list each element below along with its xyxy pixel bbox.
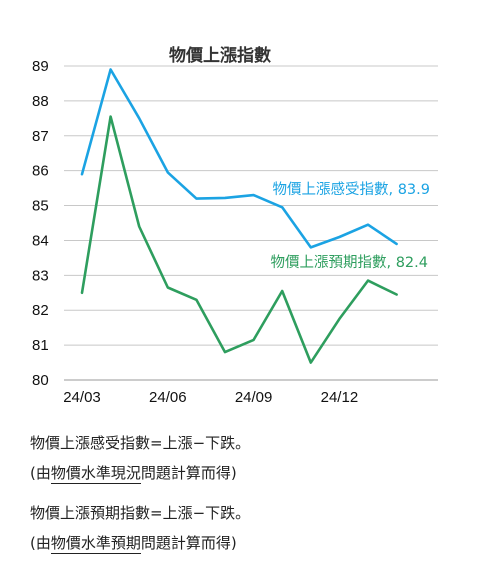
note-text: 問題計算而得) xyxy=(140,464,237,482)
series-labels: 物價上漲感受指數, 83.9 物價上漲預期指數, 82.4 xyxy=(270,181,430,271)
x-tick-label: 24/06 xyxy=(149,389,187,406)
note-expected-source: (由物價水準預期問題計算而得) xyxy=(30,528,250,558)
gridlines xyxy=(64,65,438,381)
note-expected-definition: 物價上漲預期指數=上漲−下跌。 xyxy=(30,498,250,528)
y-tick-label: 82 xyxy=(32,302,49,319)
series-label: 物價上漲感受指數, 83.9 xyxy=(272,181,430,198)
series-lines xyxy=(80,68,398,364)
note-text: (由 xyxy=(30,464,51,482)
x-tick-label: 24/09 xyxy=(235,389,273,406)
chart-title: 物價上漲指數 xyxy=(169,45,271,66)
y-tick-label: 83 xyxy=(32,267,49,284)
y-tick-label: 86 xyxy=(32,163,49,180)
y-tick-label: 84 xyxy=(32,232,49,249)
note-perceived-source: (由物價水準現況問題計算而得) xyxy=(30,458,250,488)
note-text: (由 xyxy=(30,534,51,552)
y-tick-label: 89 xyxy=(32,58,49,75)
note-underlined-text: 物價水準預期 xyxy=(50,534,141,554)
y-tick-label: 81 xyxy=(32,337,49,354)
y-tick-label: 88 xyxy=(32,93,49,110)
series-line-perceived xyxy=(80,68,398,249)
note-text: 物價上漲感受指數=上漲−下跌。 xyxy=(30,434,251,452)
x-tick-label: 24/12 xyxy=(321,389,359,406)
x-tick-label: 24/03 xyxy=(63,389,101,406)
y-axis-ticks: 80 81 82 83 84 85 86 87 88 89 xyxy=(32,58,49,389)
y-tick-label: 85 xyxy=(32,198,49,215)
series-label: 物價上漲預期指數, 82.4 xyxy=(270,254,428,271)
note-text: 問題計算而得) xyxy=(140,534,237,552)
series-line-expected xyxy=(80,115,398,364)
note-text: 物價上漲預期指數=上漲−下跌。 xyxy=(30,504,251,522)
notes: 物價上漲感受指數=上漲−下跌。 (由物價水準現況問題計算而得) 物價上漲預期指數… xyxy=(30,428,250,558)
y-tick-label: 87 xyxy=(32,128,49,145)
note-perceived-definition: 物價上漲感受指數=上漲−下跌。 xyxy=(30,428,250,458)
x-axis-ticks: 24/03 24/06 24/09 24/12 xyxy=(63,389,358,406)
y-tick-label: 80 xyxy=(32,372,49,389)
note-underlined-text: 物價水準現況 xyxy=(50,464,141,484)
